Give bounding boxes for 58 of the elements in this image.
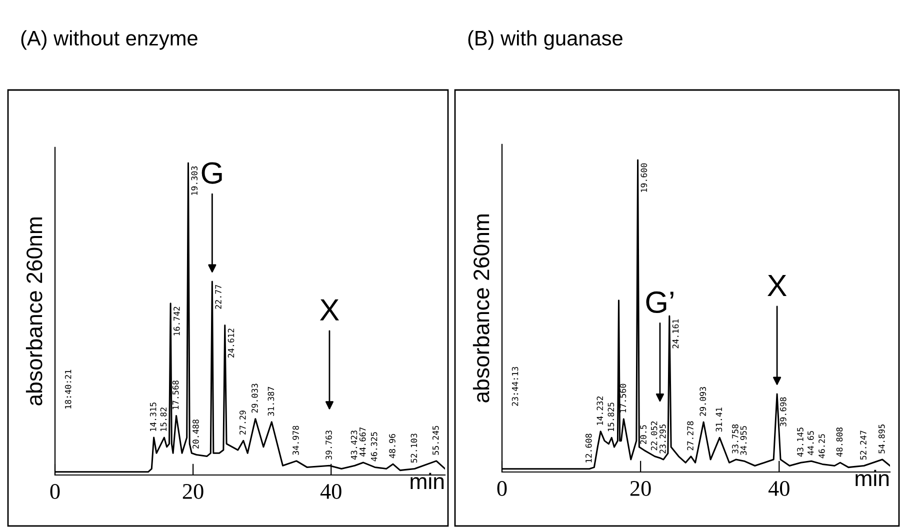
annotation: 29.093 [700, 387, 706, 416]
annotation: 27.29 [240, 410, 246, 435]
annotation: 14.315 [150, 402, 156, 432]
annotation: 55.245 [432, 426, 439, 455]
annotation: 12.608 [585, 434, 592, 462]
annotation: 54.895 [878, 424, 885, 454]
annotation: 17.560 [620, 384, 626, 412]
annotation: 24.612 [228, 328, 234, 358]
annotation: G [202, 162, 222, 184]
annotation: 48.808 [836, 428, 843, 457]
annotation: 43.423 [350, 430, 358, 460]
annotation: 24.161 [672, 319, 679, 348]
x-tick-label: 0 [50, 484, 60, 499]
chart-title: (B) with guanase [468, 30, 622, 50]
annotation: X [320, 299, 340, 320]
annotation: 46.325 [370, 432, 378, 462]
annotation: 39.698 [780, 397, 786, 426]
x-tick-label: 20 [630, 480, 651, 496]
annotation: 15.825 [608, 402, 614, 432]
x-axis-title: min [410, 472, 444, 490]
x-tick-label: 20 [182, 484, 204, 499]
annotation: 16.742 [174, 306, 180, 336]
annotation: 46.25 [818, 434, 825, 458]
annotation: 31.41 [716, 408, 722, 432]
annotation: 19.600 [640, 163, 648, 192]
annotation: 52.103 [410, 434, 418, 463]
annotation: 43.145 [797, 428, 804, 457]
annotation: 23:44:13 [512, 366, 518, 406]
annotation: 18:40:21 [64, 370, 72, 408]
annotation: 48.96 [389, 434, 396, 458]
annotation: 31.387 [268, 386, 274, 416]
y-axis-title: absorbance 260nm [26, 218, 42, 406]
annotation: 20.488 [192, 420, 199, 449]
annotation: 33.758 [732, 424, 738, 454]
annotation: 34.955 [740, 426, 747, 455]
annotation: 22.77 [215, 284, 222, 309]
x-tick-label: 40 [768, 480, 790, 496]
annotation: 17.568 [172, 380, 179, 410]
annotation: 27.278 [687, 421, 694, 450]
annotation: 23.295 [660, 424, 666, 454]
annotation: 44.65 [807, 431, 814, 456]
x-tick-label: 0 [497, 480, 507, 496]
x-axis-title: min [856, 470, 889, 486]
annotation: 29.033 [252, 384, 258, 413]
annotation: 44.667 [359, 427, 366, 457]
annotation: 39.763 [326, 430, 332, 460]
annotation: 19.303 [191, 166, 198, 195]
annotation: 22.052 [650, 421, 658, 450]
chart-title: (A) without enzyme [21, 30, 198, 50]
annotation: X [768, 274, 787, 296]
annotation: 52.247 [860, 430, 866, 460]
annotation: 20.5 [640, 425, 646, 444]
annotation: G’ [646, 291, 674, 314]
annotation: 34.978 [292, 426, 299, 455]
y-axis-title: absorbance 260nm [472, 214, 490, 402]
annotation: 14.232 [596, 396, 604, 425]
x-tick-label: 40 [320, 484, 342, 499]
annotation: 15.82 [160, 408, 167, 432]
